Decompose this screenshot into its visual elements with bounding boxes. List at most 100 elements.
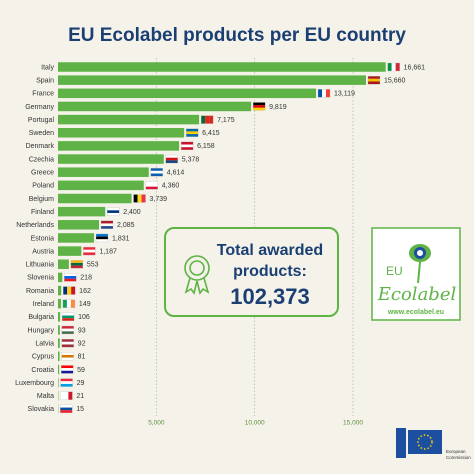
flag-stripe: [205, 115, 210, 124]
flag-stripe: [137, 194, 142, 203]
y-tick-label: Hungary: [28, 327, 55, 334]
bar: [58, 75, 366, 85]
flag-stripe: [61, 368, 74, 371]
flag-stripe: [61, 339, 74, 342]
bar: [58, 246, 82, 256]
flag-border: [200, 115, 214, 124]
y-tick-label: Sweden: [29, 130, 54, 137]
value-label: 2,400: [123, 209, 141, 216]
chart-title: EU Ecolabel products per EU country: [68, 25, 406, 46]
flag-stripe: [209, 115, 214, 124]
bar: [58, 377, 59, 388]
value-label: 15,660: [384, 77, 406, 84]
x-tick-label: 10,000: [245, 420, 265, 427]
flag-border: [145, 181, 158, 190]
flag-stripe: [68, 391, 73, 400]
flag-stripe: [150, 173, 163, 177]
bar: [58, 312, 61, 322]
flag-stripe: [395, 63, 400, 71]
y-tick-label: Ireland: [33, 301, 55, 308]
flag-stripe: [367, 76, 380, 79]
flag-border: [367, 76, 381, 85]
bar: [58, 259, 69, 269]
flag-stripe: [165, 155, 178, 158]
flag-stripe: [165, 160, 178, 164]
flag-stripe: [318, 89, 323, 98]
flag-stripe: [67, 286, 72, 295]
flag-border: [133, 194, 146, 203]
flag-border: [252, 102, 266, 111]
flag-stripe: [150, 170, 163, 174]
value-label: 92: [78, 340, 86, 347]
flag-border: [95, 233, 109, 243]
bar: [58, 364, 60, 375]
flag-stripe: [70, 265, 83, 269]
flag-border: [61, 365, 74, 374]
bar: [58, 220, 100, 230]
y-tick-label: Bulgaria: [28, 314, 54, 321]
flag-stripe: [107, 207, 120, 211]
flag-stripe: [60, 410, 73, 413]
commission-logo: [396, 428, 442, 458]
flag-stripe: [107, 210, 120, 213]
y-tick-label: Malta: [37, 393, 54, 400]
value-label: 5,378: [182, 156, 200, 163]
flag-stripe: [62, 312, 75, 316]
y-tick-label: Croatia: [31, 367, 54, 374]
flag-border: [61, 352, 74, 361]
value-label: 21: [76, 393, 84, 400]
bar: [58, 206, 106, 217]
flag-border: [61, 338, 74, 348]
value-label: 93: [78, 327, 86, 334]
flag-stripe: [186, 134, 199, 137]
y-tick-label: France: [32, 91, 54, 98]
y-tick-label: Poland: [32, 183, 54, 190]
flag-border: [70, 260, 84, 269]
value-label: 2,085: [117, 222, 135, 229]
flag-stripe: [145, 181, 158, 185]
y-tick-label: Czechia: [29, 156, 54, 163]
flag-stripe: [61, 326, 74, 329]
value-label: 162: [79, 288, 91, 295]
bar: [58, 298, 61, 309]
logo-box: [371, 227, 461, 321]
value-label: 4,360: [162, 183, 180, 190]
flag-stripe: [60, 383, 73, 387]
flag-stripe: [322, 89, 327, 98]
flag-stripe: [367, 81, 380, 85]
logo-url: www.ecolabel.eu: [387, 309, 444, 316]
flag-border: [100, 220, 114, 229]
value-label: 59: [77, 367, 85, 374]
flag-stripe: [186, 131, 199, 135]
flag-border: [63, 286, 76, 295]
value-label: 553: [87, 262, 99, 269]
commission-text: Commission: [446, 455, 471, 460]
logo-eu: EU: [386, 264, 403, 278]
flag-stripe: [387, 63, 392, 71]
flag-stripe: [71, 286, 76, 295]
flag-stripe: [64, 391, 69, 400]
flag-stripe: [83, 247, 96, 250]
x-tick-label: 15,000: [343, 420, 363, 427]
flag-stripe: [107, 212, 120, 216]
flag-border: [180, 141, 194, 151]
value-label: 149: [79, 301, 91, 308]
y-tick-label: Italy: [41, 64, 54, 71]
y-tick-label: Latvia: [35, 340, 54, 347]
callout-box: [164, 227, 339, 317]
flag-border: [61, 325, 74, 335]
flag-stripe: [141, 194, 146, 203]
flag-border: [165, 154, 178, 164]
flag-stripe: [96, 233, 109, 237]
flag-stripe: [145, 184, 158, 187]
bar: [58, 141, 180, 151]
flag-stripe: [145, 186, 158, 190]
flag-stripe: [70, 262, 83, 266]
bar: [58, 233, 95, 243]
flag-stripe: [61, 354, 74, 358]
flag-stripe: [60, 407, 73, 411]
bar: [58, 193, 132, 204]
bar: [58, 272, 63, 283]
flag-stripe: [64, 273, 77, 277]
flower-icon: [409, 244, 431, 284]
